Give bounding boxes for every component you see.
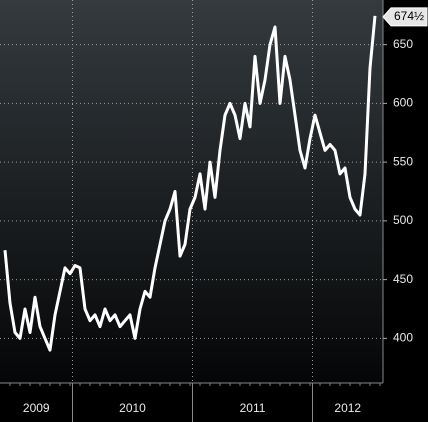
y-tick-label: 650 [393, 37, 413, 51]
y-tick-label: 550 [393, 154, 413, 168]
x-tick-label: 2010 [119, 401, 146, 415]
price-line [3, 15, 377, 352]
x-tick-label: 2009 [23, 401, 50, 415]
y-tick-label: 450 [393, 272, 413, 286]
y-tick-label: 500 [393, 213, 413, 227]
y-tick-label: 600 [393, 96, 413, 110]
plot-area [0, 0, 383, 383]
x-tick-label: 2012 [334, 401, 361, 415]
last-value-label: 674½ [394, 9, 424, 23]
last-value-tag [382, 7, 428, 27]
y-tick-label: 400 [393, 331, 413, 345]
x-tick-label: 2011 [240, 401, 266, 415]
